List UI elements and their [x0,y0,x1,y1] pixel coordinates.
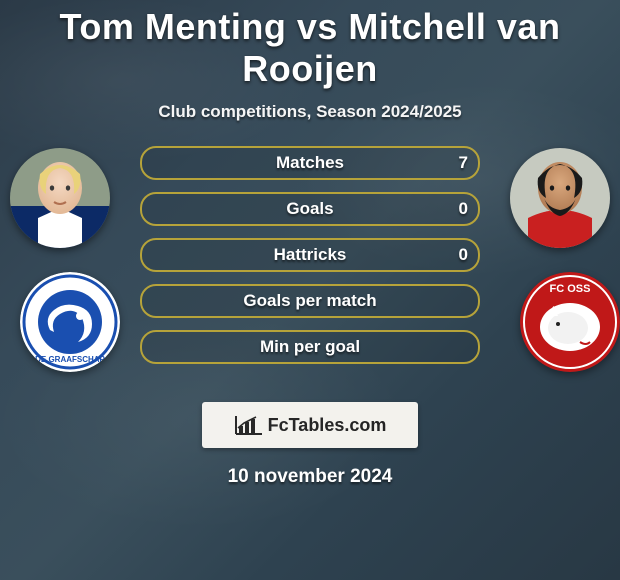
stat-right-value: 0 [459,199,468,219]
stat-bar: Min per goal [140,330,480,364]
date-text: 10 november 2024 [0,466,620,488]
club-left-logo-svg: DE GRAAFSCHAP [20,272,120,372]
stat-right-value: 0 [459,245,468,265]
stat-right-value: 7 [459,153,468,173]
stat-bar: Matches 7 [140,146,480,180]
player-right-avatar-svg [510,148,610,248]
club-right-logo-svg: FC OSS [520,272,620,372]
stat-label: Goals per match [142,291,478,311]
svg-text:FC OSS: FC OSS [550,283,591,295]
player-left-avatar-svg [10,148,110,248]
comparison-arena: DE GRAAFSCHAP FC OSS Matches 7 Goals 0 [0,146,620,386]
brand-chart-icon [234,414,264,436]
page-title: Tom Menting vs Mitchell van Rooijen [0,0,620,90]
stat-bar: Hattricks 0 [140,238,480,272]
brand-text: FcTables.com [268,415,387,436]
stat-label: Hattricks [142,245,478,265]
stat-bar: Goals per match [140,284,480,318]
stat-label: Matches [142,153,478,173]
subtitle: Club competitions, Season 2024/2025 [0,102,620,122]
player-left-avatar [10,148,110,248]
stat-bar: Goals 0 [140,192,480,226]
player-right-avatar [510,148,610,248]
svg-text:DE GRAAFSCHAP: DE GRAAFSCHAP [35,355,105,364]
club-left-logo: DE GRAAFSCHAP [20,272,120,372]
stat-bars: Matches 7 Goals 0 Hattricks 0 Goals per … [140,146,480,376]
stat-label: Goals [142,199,478,219]
stat-label: Min per goal [142,337,478,357]
club-right-logo: FC OSS [520,272,620,372]
brand-box: FcTables.com [202,402,418,448]
